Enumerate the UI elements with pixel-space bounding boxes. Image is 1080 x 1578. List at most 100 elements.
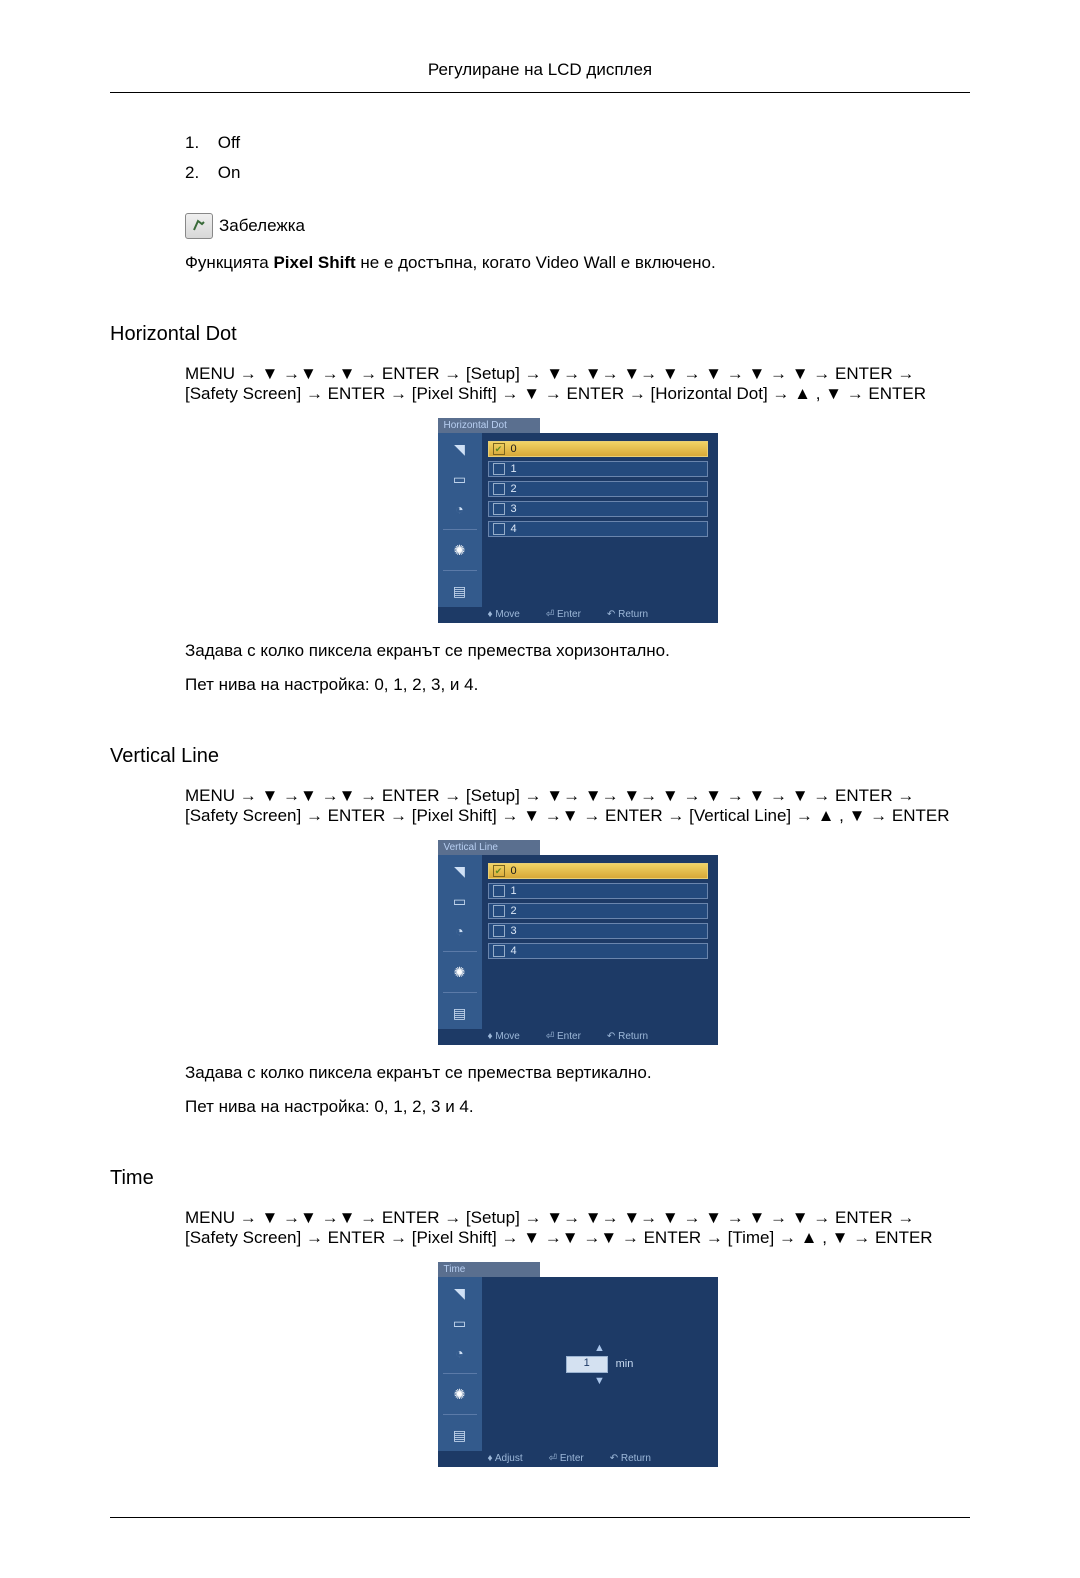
osd-foot-enter: ⏎ Enter <box>546 1031 581 1042</box>
osd-side-icon: ▤ <box>448 1003 472 1023</box>
check-icon <box>493 925 505 937</box>
osd-side-icon: ◔ <box>448 1343 472 1363</box>
osd-option-label: 2 <box>511 483 517 495</box>
check-icon <box>493 523 505 535</box>
osd-side-icon: ◥ <box>448 1283 472 1303</box>
osd-option-label: 3 <box>511 925 517 937</box>
osd-option[interactable]: 2 <box>488 903 708 919</box>
osd-option-label: 1 <box>511 885 517 897</box>
text: Adjust <box>495 1453 523 1464</box>
osd-side-icon: ▭ <box>448 891 472 911</box>
text: Функцията <box>185 253 273 272</box>
text: Enter <box>560 1453 584 1464</box>
osd-option[interactable]: 3 <box>488 923 708 939</box>
osd-side-icon: ▤ <box>448 1425 472 1445</box>
osd-side-icon: ▭ <box>448 1313 472 1333</box>
osd-option-label: 0 <box>511 865 517 877</box>
text: Return <box>618 609 648 620</box>
osd-sidebar: ◥ ▭ ◔ ✺ ▤ <box>438 855 482 1029</box>
osd-option[interactable]: ✔0 <box>488 441 708 457</box>
osd-separator <box>443 951 477 952</box>
osd-side-icon: ✺ <box>448 962 472 982</box>
note-row: Забележка <box>185 213 970 239</box>
arrow-down-icon[interactable]: ▼ <box>594 1376 605 1386</box>
section-title-vertical-line: Vertical Line <box>110 745 970 768</box>
osd-separator <box>443 1414 477 1415</box>
page-header: Регулиране на LCD дисплея <box>110 60 970 93</box>
osd-foot-return: ↶ Return <box>607 609 648 620</box>
check-icon <box>493 885 505 897</box>
osd-menu-time: Time ◥ ▭ ◔ ✺ ▤ ▲ 1 min ▼ <box>438 1262 718 1467</box>
osd-foot-enter: ⏎ Enter <box>549 1453 584 1464</box>
check-icon <box>493 945 505 957</box>
osd-option[interactable]: 4 <box>488 521 708 537</box>
list-number: 1. <box>185 133 213 153</box>
osd-foot-return: ↶ Return <box>610 1453 651 1464</box>
text: е включено. <box>616 253 716 272</box>
osd-option[interactable]: 1 <box>488 883 708 899</box>
osd-option-label: 4 <box>511 523 517 535</box>
section-title-horizontal-dot: Horizontal Dot <box>110 323 970 346</box>
note-label: Забележка <box>219 216 305 236</box>
osd-time-value[interactable]: 1 <box>566 1356 608 1373</box>
osd-side-icon: ◔ <box>448 499 472 519</box>
osd-option[interactable]: ✔0 <box>488 863 708 879</box>
osd-footer: ♦ Move ⏎ Enter ↶ Return <box>438 607 718 623</box>
osd-title: Vertical Line <box>438 840 540 855</box>
osd-option[interactable]: 3 <box>488 501 708 517</box>
list-label: On <box>218 163 241 182</box>
list-item: 2. On <box>185 163 970 183</box>
text: Video Wall <box>536 253 616 272</box>
list-label: Off <box>218 133 240 152</box>
osd-menu-horizontal-dot: Horizontal Dot ◥ ▭ ◔ ✺ ▤ ✔0 1 2 3 4 <box>438 418 718 623</box>
osd-side-icon: ▤ <box>448 581 472 601</box>
osd-sidebar: ◥ ▭ ◔ ✺ ▤ <box>438 1277 482 1451</box>
check-icon <box>493 905 505 917</box>
check-icon <box>493 483 505 495</box>
nav-text: MENU → ▼ →▼ →▼ → ENTER → [Setup] → ▼→ ▼→… <box>185 1208 970 1248</box>
osd-option-label: 4 <box>511 945 517 957</box>
osd-separator <box>443 1373 477 1374</box>
osd-foot-move: ♦ Move <box>488 609 520 620</box>
osd-option-label: 2 <box>511 905 517 917</box>
check-icon <box>493 503 505 515</box>
arrow-up-icon[interactable]: ▲ <box>594 1343 605 1353</box>
osd-side-icon: ✺ <box>448 1384 472 1404</box>
text: Move <box>495 1031 519 1042</box>
paragraph: Пет нива на настройка: 0, 1, 2, 3 и 4. <box>185 1097 970 1117</box>
section-title-time: Time <box>110 1167 970 1190</box>
osd-time-area: ▲ 1 min ▼ <box>482 1277 718 1451</box>
osd-side-icon: ✺ <box>448 540 472 560</box>
text: Return <box>618 1031 648 1042</box>
osd-option-label: 1 <box>511 463 517 475</box>
osd-separator <box>443 570 477 571</box>
osd-separator <box>443 992 477 993</box>
osd-side-icon: ◥ <box>448 861 472 881</box>
osd-foot-move: ♦ Move <box>488 1031 520 1042</box>
osd-time-unit: min <box>616 1358 634 1370</box>
osd-option-label: 3 <box>511 503 517 515</box>
osd-separator <box>443 529 477 530</box>
text: Enter <box>557 1031 581 1042</box>
osd-option[interactable]: 1 <box>488 461 708 477</box>
note-icon <box>185 213 213 239</box>
text: Move <box>495 609 519 620</box>
osd-option-label: 0 <box>511 443 517 455</box>
osd-option[interactable]: 2 <box>488 481 708 497</box>
osd-side-icon: ▭ <box>448 469 472 489</box>
paragraph: Задава с колко пиксела екранът се премес… <box>185 641 970 661</box>
paragraph: Задава с колко пиксела екранът се премес… <box>185 1063 970 1083</box>
osd-option[interactable]: 4 <box>488 943 708 959</box>
osd-foot-return: ↶ Return <box>607 1031 648 1042</box>
check-icon: ✔ <box>493 443 505 455</box>
list-number: 2. <box>185 163 213 183</box>
text-bold: Pixel Shift <box>273 253 355 272</box>
text: Enter <box>557 609 581 620</box>
osd-footer: ♦ Move ⏎ Enter ↶ Return <box>438 1029 718 1045</box>
nav-text: MENU → ▼ →▼ →▼ → ENTER → [Setup] → ▼→ ▼→… <box>185 364 970 404</box>
paragraph: Пет нива на настройка: 0, 1, 2, 3, и 4. <box>185 675 970 695</box>
osd-side-icon: ◔ <box>448 921 472 941</box>
check-icon: ✔ <box>493 865 505 877</box>
note-text: Функцията Pixel Shift не е достъпна, ког… <box>185 253 970 273</box>
osd-title: Horizontal Dot <box>438 418 540 433</box>
